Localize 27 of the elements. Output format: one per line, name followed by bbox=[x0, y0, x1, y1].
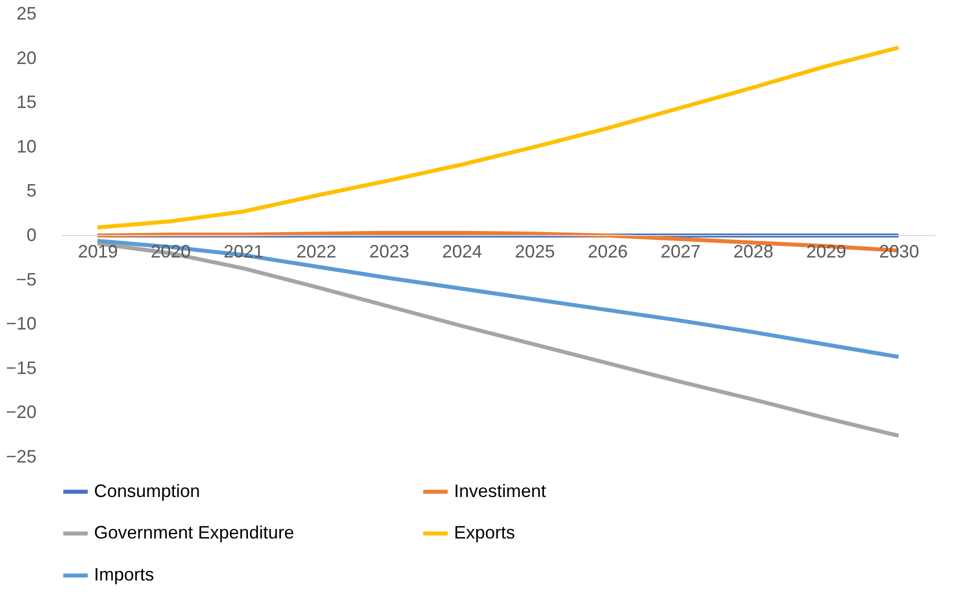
legend-label: Exports bbox=[454, 522, 516, 542]
y-tick-label: −10 bbox=[6, 314, 36, 334]
x-tick-label: 2025 bbox=[514, 242, 555, 262]
x-tick-label: 2020 bbox=[150, 242, 191, 262]
legend-label: Consumption bbox=[94, 480, 200, 501]
legend-label: Government Expenditure bbox=[94, 522, 294, 542]
x-tick-label: 2030 bbox=[879, 242, 920, 262]
legend-label: Imports bbox=[94, 564, 154, 584]
x-tick-label: 2022 bbox=[296, 242, 336, 262]
line-series bbox=[95, 46, 901, 230]
y-tick-label: 15 bbox=[16, 92, 36, 112]
y-tick-label: −15 bbox=[6, 358, 36, 378]
y-tick-label: −25 bbox=[6, 446, 36, 466]
x-tick-label: 2028 bbox=[733, 242, 774, 262]
x-tick-label: 2026 bbox=[588, 242, 628, 262]
x-tick-label: 2019 bbox=[78, 242, 118, 262]
y-tick-label: 20 bbox=[16, 48, 36, 68]
x-tick-label: 2027 bbox=[660, 242, 701, 262]
y-tick-label: 10 bbox=[16, 136, 36, 156]
y-tick-label: 0 bbox=[26, 225, 36, 245]
y-tick-label: 25 bbox=[16, 4, 36, 24]
x-tick-label: 2023 bbox=[369, 242, 410, 262]
x-tick-label: 2024 bbox=[442, 242, 482, 262]
y-tick-label: −5 bbox=[16, 269, 36, 290]
y-tick-label: 5 bbox=[26, 180, 36, 201]
legend-label: Investiment bbox=[454, 480, 546, 501]
y-tick-label: −20 bbox=[6, 402, 36, 422]
